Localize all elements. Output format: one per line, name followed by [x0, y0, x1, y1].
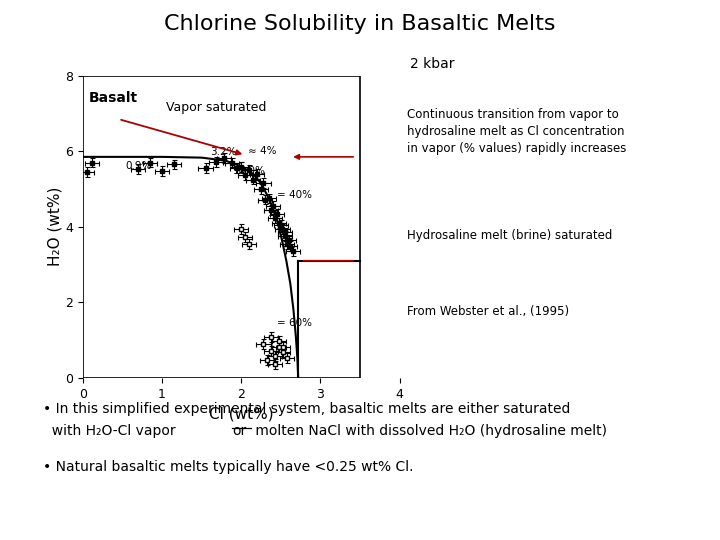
Text: • In this simplified experimental system, basaltic melts are either saturated: • In this simplified experimental system…: [43, 402, 570, 416]
Text: Chlorine Solubility in Basaltic Melts: Chlorine Solubility in Basaltic Melts: [164, 14, 556, 33]
Text: Continuous transition from vapor to
hydrosaline melt as Cl concentration
in vapo: Continuous transition from vapor to hydr…: [407, 108, 626, 155]
Text: Vapor saturated: Vapor saturated: [166, 101, 266, 114]
Text: • Natural basaltic melts typically have <0.25 wt% Cl.: • Natural basaltic melts typically have …: [43, 460, 414, 474]
X-axis label: Cl (wt%): Cl (wt%): [209, 406, 274, 421]
Text: or: or: [232, 424, 246, 438]
Text: ≈ 4%: ≈ 4%: [248, 146, 276, 156]
Text: with H₂O-Cl vapor: with H₂O-Cl vapor: [43, 424, 180, 438]
Text: 10.0%: 10.0%: [233, 166, 266, 176]
Text: From Webster et al., (1995): From Webster et al., (1995): [407, 305, 569, 318]
Text: Basalt: Basalt: [89, 91, 138, 105]
Text: 2 kbar: 2 kbar: [410, 57, 454, 71]
Text: 3.2%: 3.2%: [210, 147, 237, 157]
Text: = 60%: = 60%: [277, 318, 312, 328]
Y-axis label: H₂O (wt%): H₂O (wt%): [48, 187, 63, 266]
Text: molten NaCl with dissolved H₂O (hydrosaline melt): molten NaCl with dissolved H₂O (hydrosal…: [251, 424, 606, 438]
Text: 0.9%: 0.9%: [125, 160, 151, 171]
Text: Hydrosaline melt (brine) saturated: Hydrosaline melt (brine) saturated: [407, 230, 612, 242]
Text: = 40%: = 40%: [277, 190, 312, 200]
